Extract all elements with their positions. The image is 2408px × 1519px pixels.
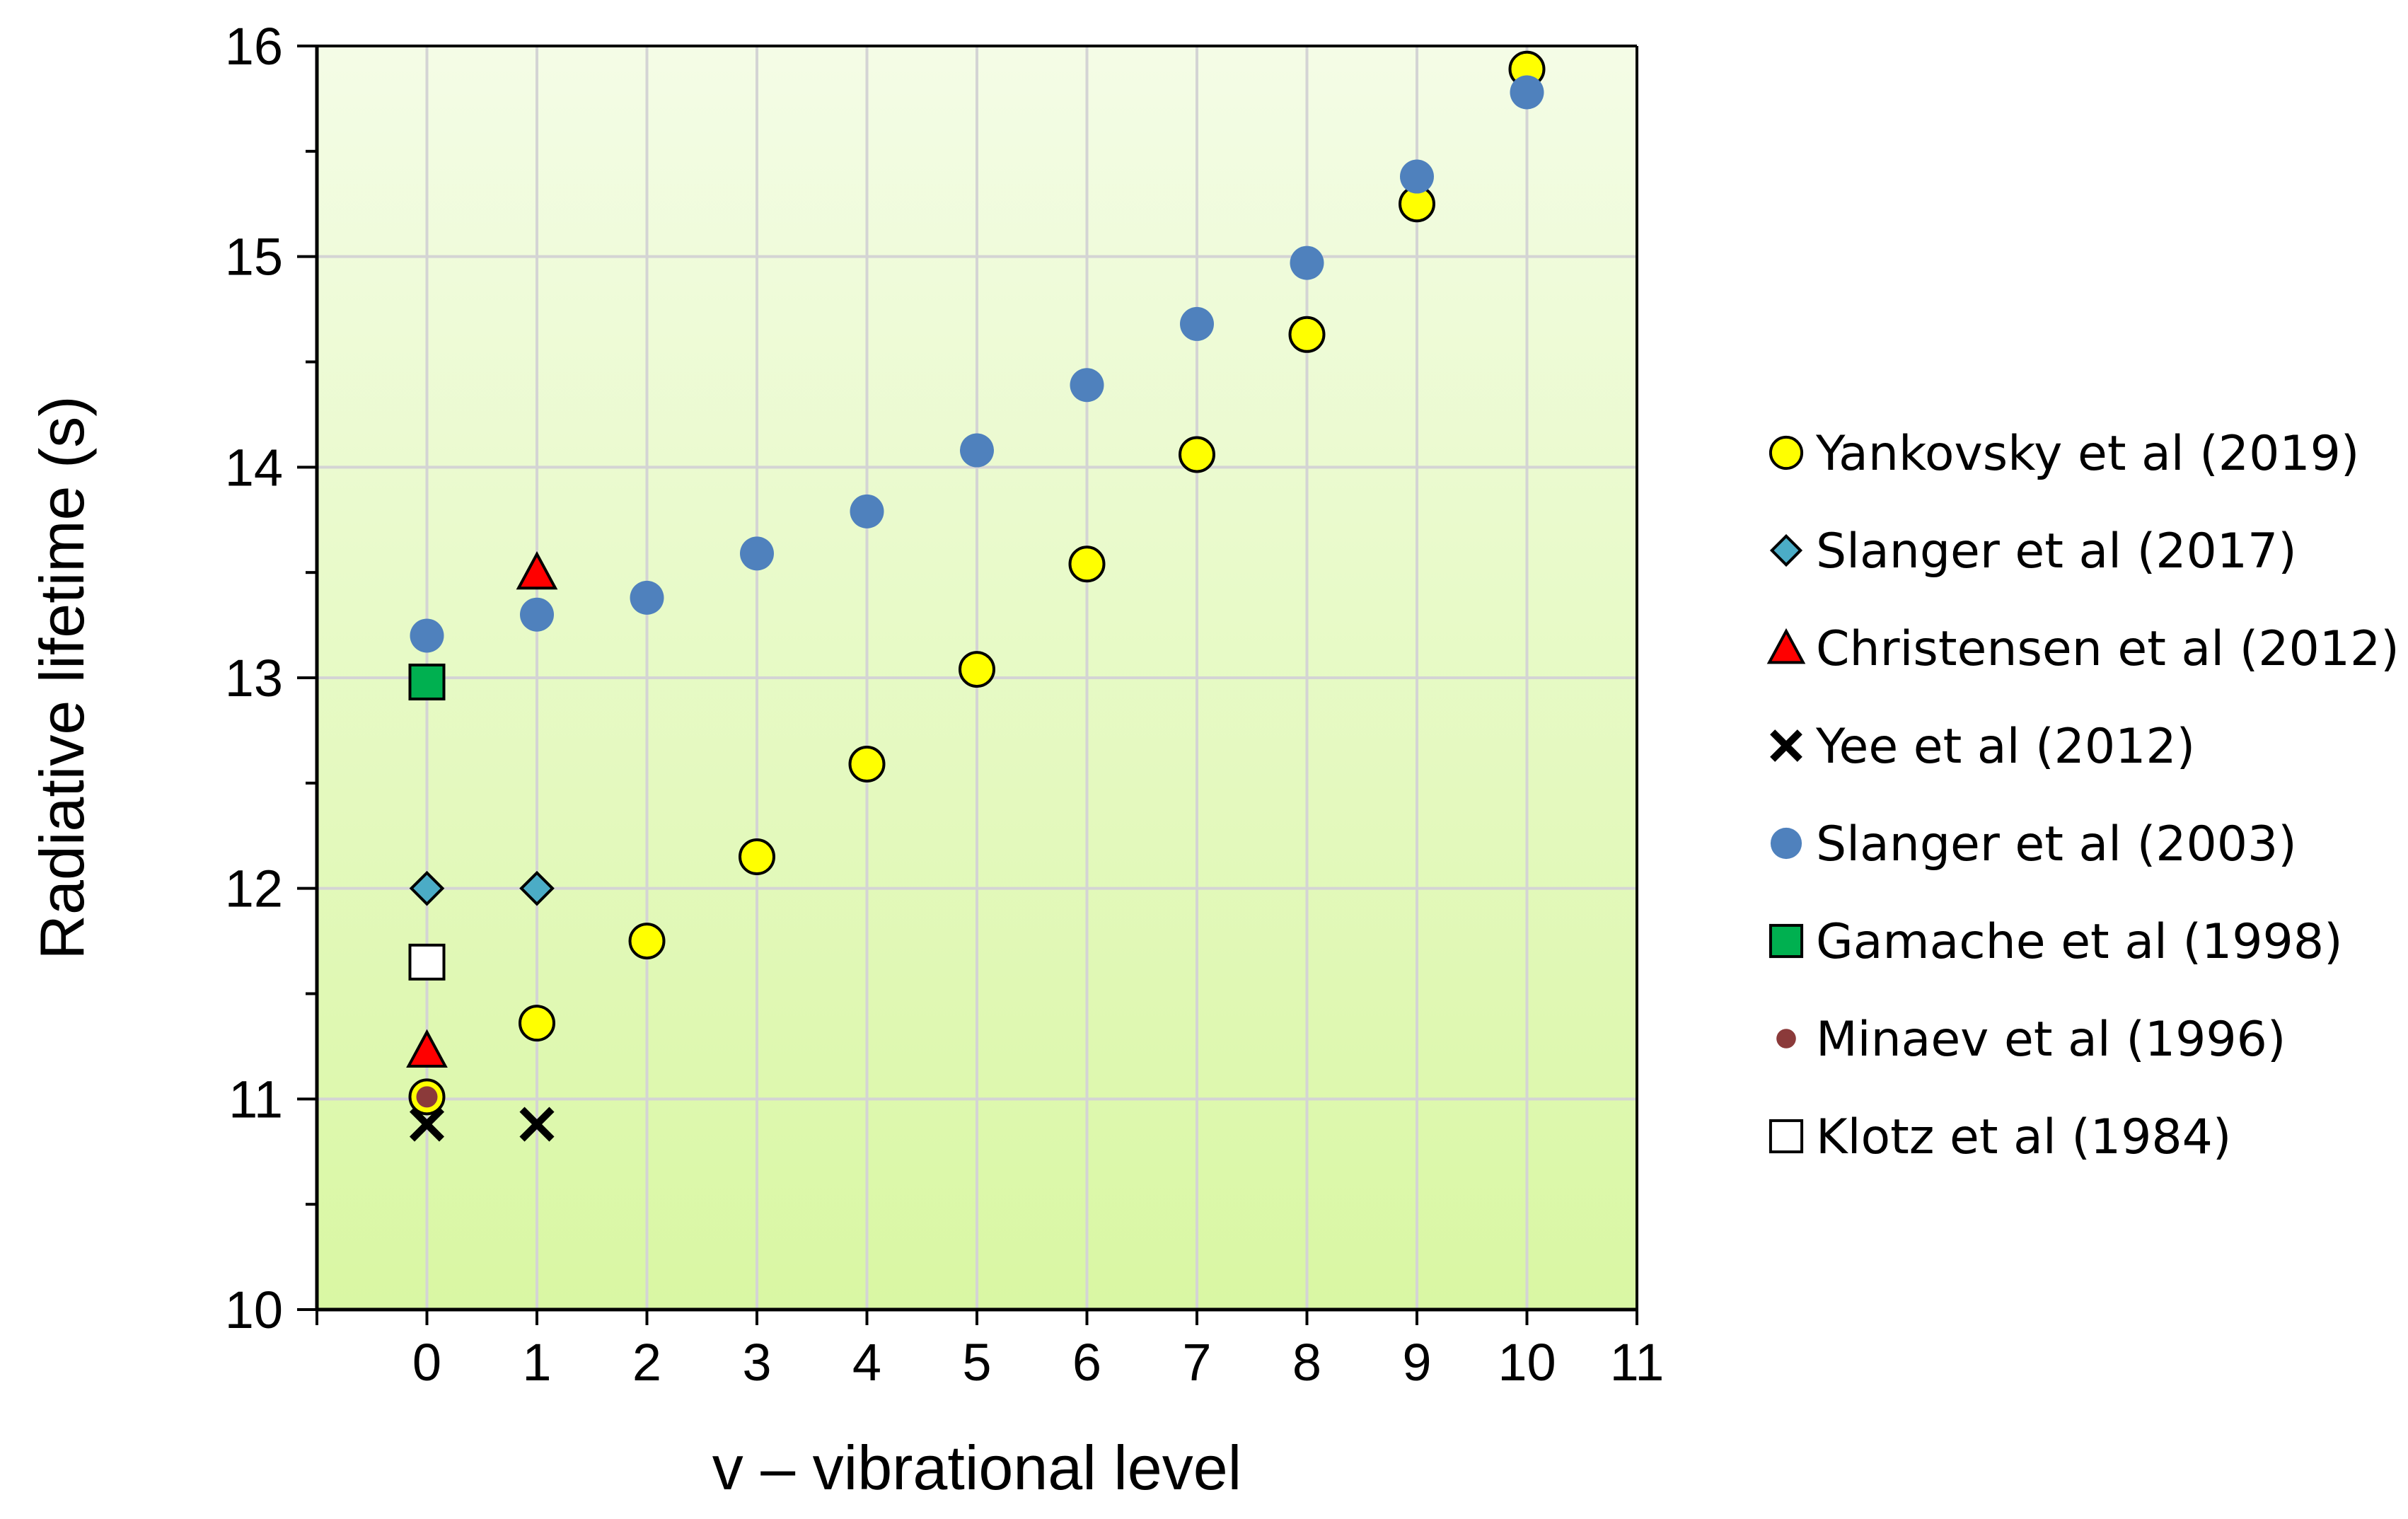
point-slanger-et-al-2003 bbox=[960, 433, 994, 468]
y-tick-label: 13 bbox=[225, 649, 283, 707]
y-tick-label: 11 bbox=[228, 1070, 283, 1128]
x-tick-label: 3 bbox=[742, 1333, 771, 1392]
y-tick-label: 12 bbox=[225, 860, 283, 918]
y-tick-label: 10 bbox=[225, 1281, 283, 1339]
legend-marker-klotz-et-al-1984 bbox=[1769, 1119, 1804, 1154]
legend-label-christensen-et-al-2012: Christensen et al (2012) bbox=[1816, 621, 2400, 677]
x-axis-title: v – vibrational level bbox=[712, 1433, 1241, 1503]
point-yankovsky-et-al-2019 bbox=[1068, 545, 1106, 583]
axes bbox=[297, 45, 1638, 1325]
y-tick-label: 15 bbox=[225, 228, 283, 287]
point-yankovsky-et-al-2019 bbox=[739, 838, 775, 876]
legend-marker-yankovsky-et-al-2019 bbox=[1769, 435, 1804, 470]
legend-label-gamache-et-al-1998: Gamache et al (1998) bbox=[1816, 914, 2343, 970]
point-christensen-et-al-2012 bbox=[516, 550, 558, 590]
point-slanger-et-al-2003 bbox=[1400, 159, 1434, 194]
point-minaev-et-al-1996 bbox=[416, 1086, 438, 1108]
point-yankovsky-et-al-2019 bbox=[959, 651, 995, 688]
legend-marker-minaev-et-al-1996 bbox=[1776, 1029, 1796, 1049]
legend-marker-slanger-et-al-2003 bbox=[1770, 827, 1802, 860]
point-slanger-et-al-2003 bbox=[850, 494, 884, 529]
point-slanger-et-al-2003 bbox=[1290, 246, 1324, 280]
point-yee-et-al-2012 bbox=[519, 1107, 555, 1142]
point-slanger-et-al-2003 bbox=[1510, 75, 1544, 110]
point-slanger-et-al-2003 bbox=[520, 597, 554, 632]
point-slanger-et-al-2003 bbox=[410, 618, 444, 653]
legend-label-yankovsky-et-al-2019: Yankovsky et al (2019) bbox=[1815, 426, 2359, 482]
y-axis-title: Radiative lifetime (s) bbox=[27, 395, 97, 959]
x-tick-label: 9 bbox=[1402, 1333, 1431, 1392]
legend-marker-slanger-et-al-2017 bbox=[1769, 533, 1803, 567]
point-gamache-et-al-1998 bbox=[408, 663, 446, 700]
x-tick-label: 11 bbox=[1610, 1333, 1665, 1392]
legend-label-slanger-et-al-2017: Slanger et al (2017) bbox=[1816, 524, 2297, 579]
legend-marker-christensen-et-al-2012 bbox=[1766, 628, 1806, 664]
legend-marker-yee-et-al-2012 bbox=[1770, 729, 1802, 762]
legend-label-minaev-et-al-1996: Minaev et al (1996) bbox=[1816, 1012, 2286, 1068]
legend-label-klotz-et-al-1984: Klotz et al (1984) bbox=[1816, 1109, 2231, 1165]
point-slanger-et-al-2003 bbox=[630, 580, 664, 615]
point-slanger-et-al-2017 bbox=[409, 870, 445, 906]
point-yee-et-al-2012 bbox=[409, 1107, 445, 1142]
x-tick-label: 7 bbox=[1182, 1333, 1211, 1392]
x-tick-label: 8 bbox=[1292, 1333, 1321, 1392]
x-tick-label: 5 bbox=[962, 1333, 991, 1392]
legend-label-yee-et-al-2012: Yee et al (2012) bbox=[1815, 719, 2195, 775]
y-tick-label: 16 bbox=[225, 17, 283, 76]
point-slanger-et-al-2003 bbox=[740, 536, 774, 571]
legend: Yankovsky et al (2019) Slanger et al (201… bbox=[1766, 426, 2400, 1165]
point-slanger-et-al-2017 bbox=[519, 870, 555, 906]
point-slanger-et-al-2003 bbox=[1180, 306, 1214, 341]
x-tick-label: 6 bbox=[1072, 1333, 1101, 1392]
point-christensen-et-al-2012 bbox=[406, 1029, 448, 1068]
data-points bbox=[406, 50, 1546, 1142]
x-tick-label: 0 bbox=[412, 1333, 441, 1392]
point-yankovsky-et-al-2019 bbox=[519, 1005, 555, 1042]
point-yankovsky-et-al-2019 bbox=[1179, 436, 1215, 473]
legend-label-slanger-et-al-2003: Slanger et al (2003) bbox=[1816, 816, 2297, 872]
point-slanger-et-al-2003 bbox=[1070, 368, 1104, 403]
y-tick-label: 14 bbox=[225, 438, 283, 497]
point-yankovsky-et-al-2019 bbox=[1288, 316, 1326, 353]
x-tick-label: 4 bbox=[852, 1333, 881, 1392]
x-tick-label: 10 bbox=[1498, 1333, 1556, 1392]
x-tick-label: 1 bbox=[522, 1333, 551, 1392]
point-yankovsky-et-al-2019 bbox=[848, 746, 886, 783]
point-yankovsky-et-al-2019 bbox=[628, 923, 666, 960]
legend-marker-gamache-et-al-1998 bbox=[1769, 923, 1804, 959]
point-klotz-et-al-1984 bbox=[408, 943, 446, 981]
x-tick-label: 2 bbox=[632, 1333, 661, 1392]
